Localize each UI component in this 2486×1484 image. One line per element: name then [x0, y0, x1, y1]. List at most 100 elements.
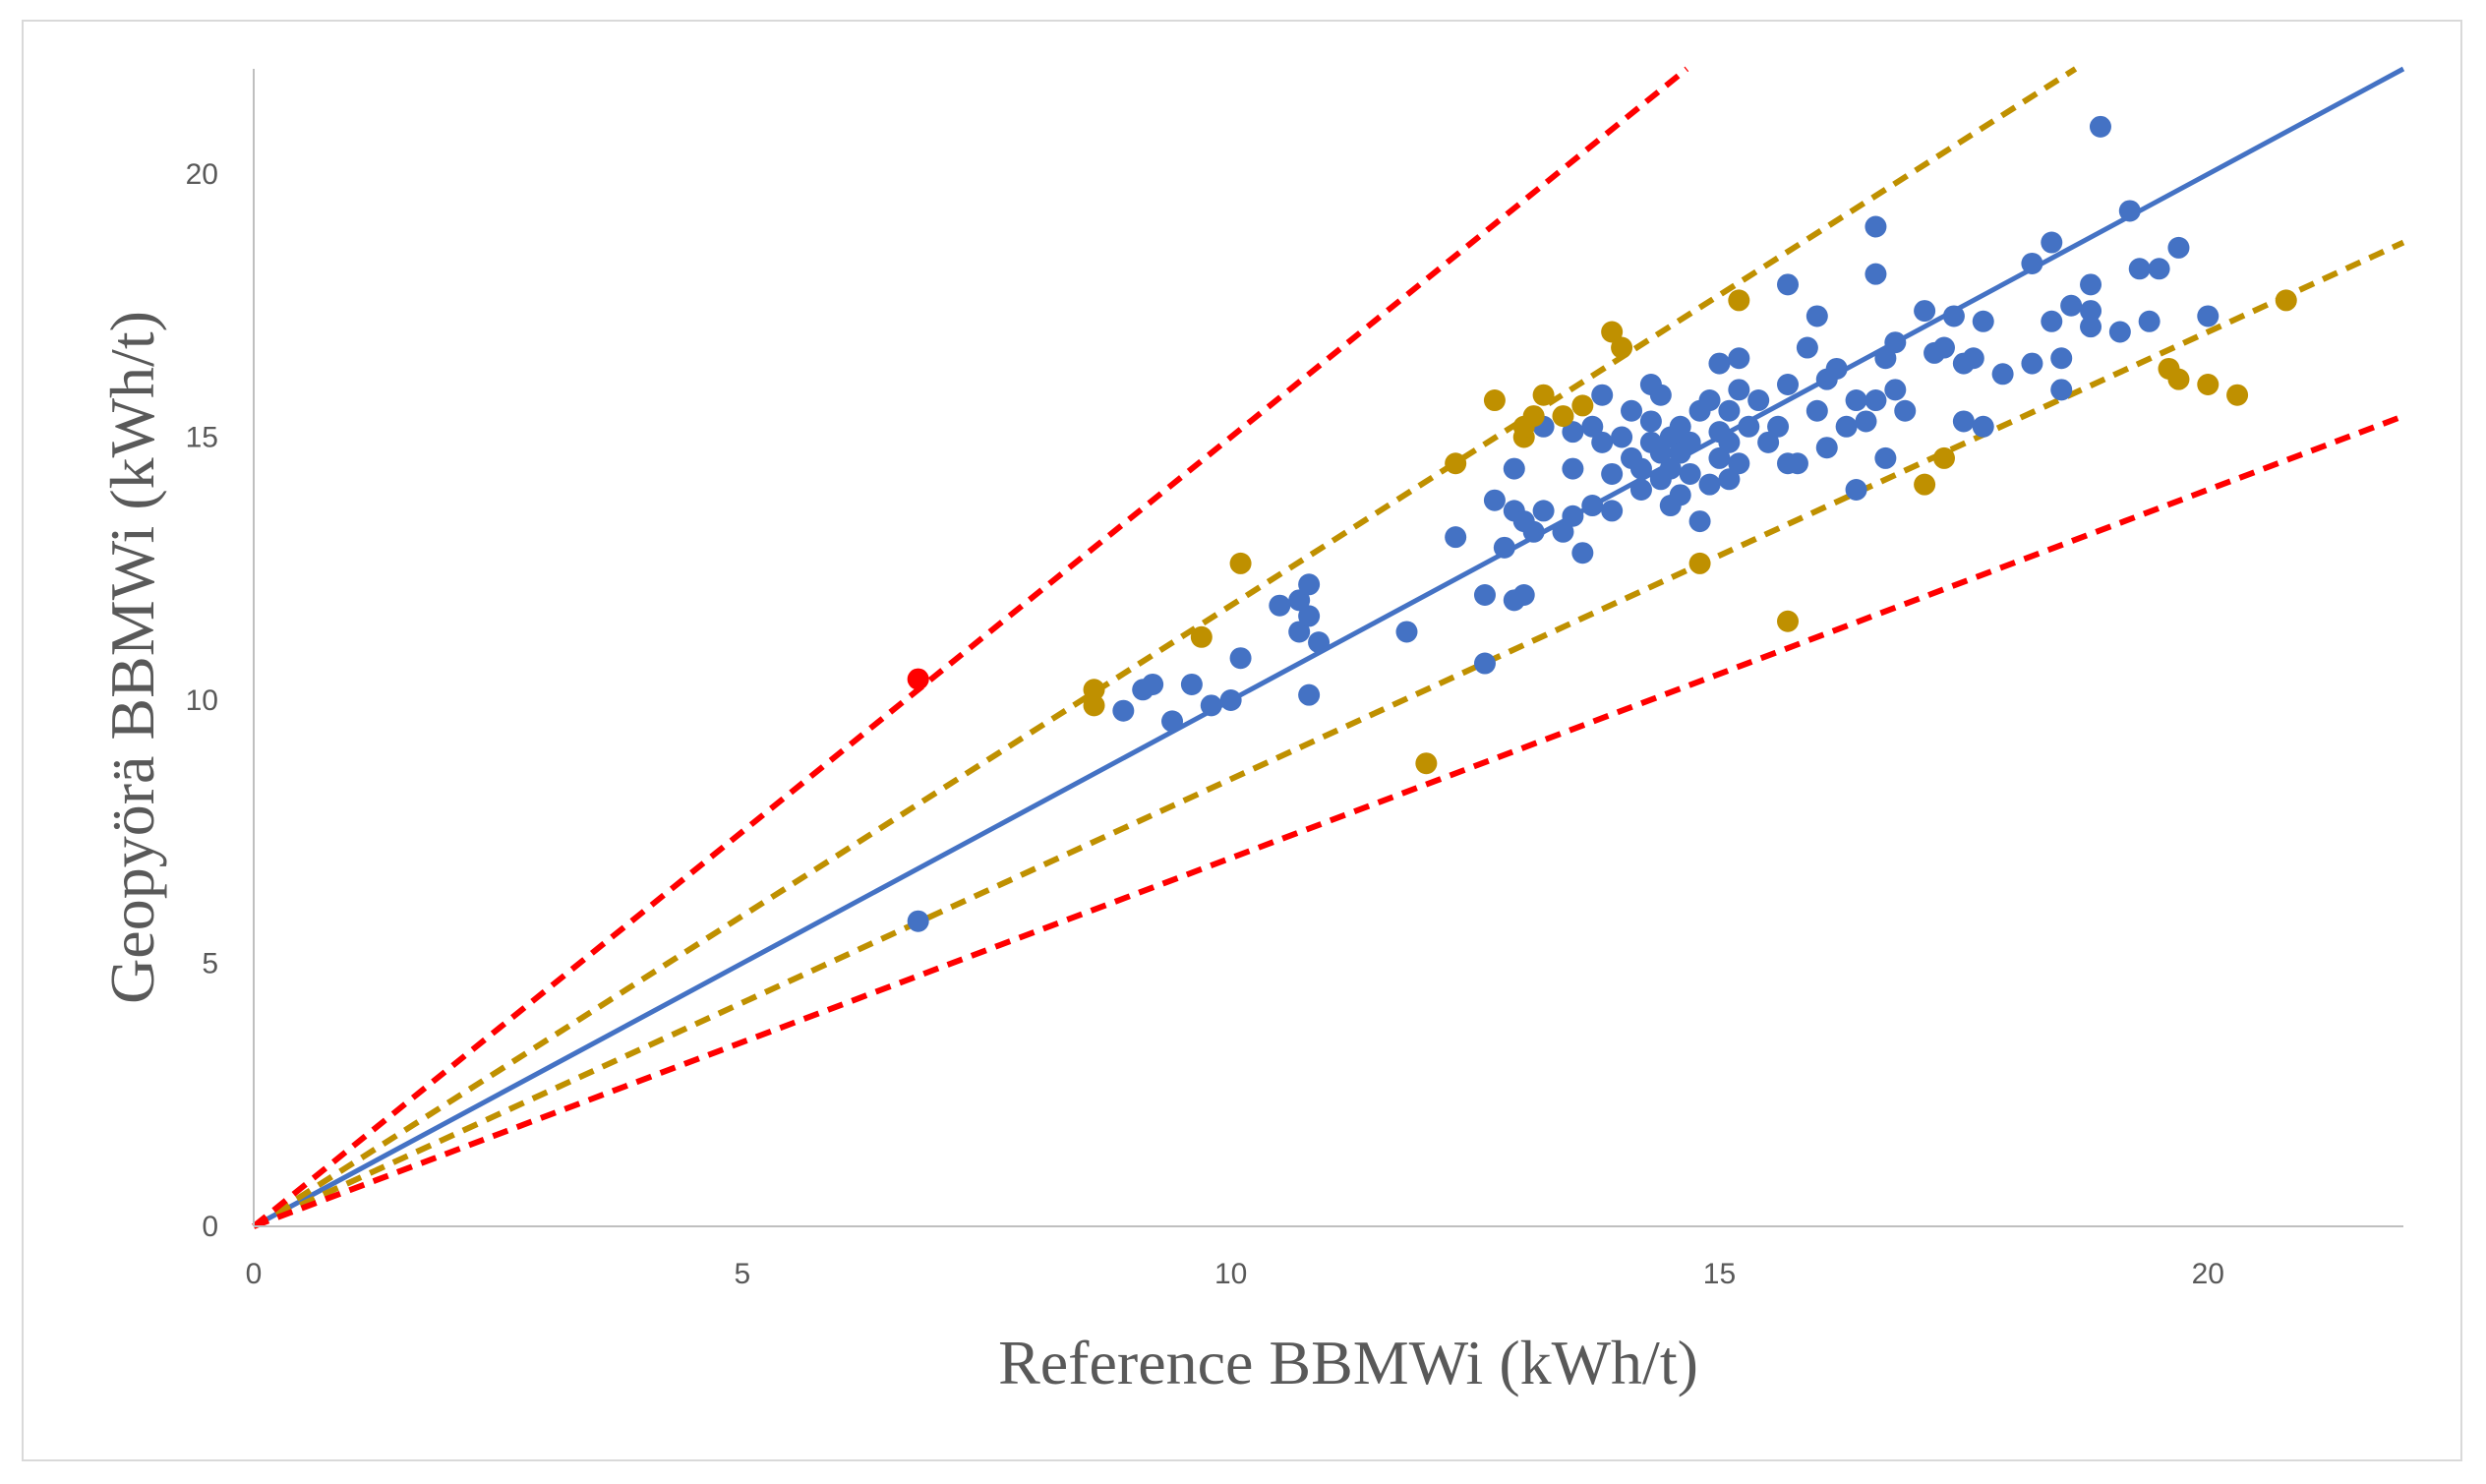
- data-point: [2041, 231, 2063, 254]
- data-point: [1718, 468, 1741, 491]
- data-point: [1581, 495, 1604, 517]
- data-point: [1288, 589, 1311, 612]
- x-tick-label: 15: [1703, 1258, 1736, 1290]
- data-point: [1571, 542, 1594, 564]
- data-point: [1894, 399, 1917, 422]
- data-points: [907, 115, 2297, 932]
- data-point: [1708, 352, 1731, 375]
- scatter-chart: 0 5 10 15 20 0 5 10 15 20 Reference BBMWi (kWh/t)…: [97, 66, 2405, 1397]
- data-point: [2080, 316, 2102, 338]
- data-point: [2197, 374, 2220, 395]
- data-point: [1269, 594, 1291, 617]
- data-point: [1786, 452, 1808, 475]
- data-point: [1728, 289, 1750, 312]
- data-point: [1532, 384, 1555, 406]
- y-tick-label: 15: [186, 422, 218, 454]
- data-point: [1552, 520, 1574, 543]
- data-point: [1835, 415, 1858, 438]
- data-point: [2108, 321, 2131, 343]
- data-point: [1639, 410, 1662, 433]
- data-point: [1884, 379, 1907, 401]
- data-point: [1932, 336, 1955, 359]
- data-point: [1669, 415, 1691, 438]
- tick-labels: 0 5 10 15 20 0 5 10 15 20: [186, 158, 2224, 1290]
- data-point: [1601, 321, 1624, 343]
- data-point: [2128, 258, 2151, 280]
- data-point: [1805, 399, 1828, 422]
- data-point: [2138, 310, 2160, 332]
- data-point: [1083, 694, 1105, 717]
- data-point: [1698, 389, 1721, 412]
- data-point: [1298, 605, 1321, 627]
- data-point: [1200, 694, 1222, 717]
- data-point: [1308, 631, 1331, 654]
- data-point: [1483, 489, 1506, 511]
- data-point: [1581, 415, 1604, 438]
- y-axis-title: Geopyörä BBMWi (kWh/t): [97, 311, 167, 1004]
- data-point: [1914, 300, 1936, 323]
- data-point: [1229, 647, 1252, 670]
- data-point: [1845, 389, 1867, 412]
- data-point: [1679, 431, 1701, 453]
- data-point: [1874, 446, 1897, 469]
- data-point: [907, 668, 929, 690]
- data-point: [1738, 415, 1760, 438]
- data-point: [1601, 462, 1624, 485]
- data-point: [1395, 621, 1418, 643]
- chart-frame: 0 5 10 15 20 0 5 10 15 20 Reference BBMWi (kWh/t)…: [22, 20, 2462, 1461]
- x-tick-label: 10: [1214, 1258, 1247, 1290]
- data-point: [1777, 610, 1800, 632]
- data-point: [2275, 289, 2297, 312]
- data-point: [1562, 457, 1584, 480]
- data-point: [1972, 310, 1994, 332]
- data-point: [1522, 405, 1545, 428]
- data-point: [1229, 552, 1252, 574]
- x-tick-label: 20: [2192, 1258, 2224, 1290]
- data-point: [1747, 389, 1770, 412]
- data-point: [1777, 273, 1800, 296]
- data-point: [1180, 673, 1203, 695]
- data-point: [1298, 573, 1321, 596]
- data-point: [1874, 347, 1897, 370]
- data-point: [1473, 584, 1496, 606]
- data-point: [1914, 473, 1936, 496]
- data-point: [1845, 479, 1867, 501]
- data-point: [1767, 415, 1790, 438]
- data-point: [1522, 520, 1545, 543]
- dashed-bound-line: [252, 239, 2405, 1229]
- data-point: [1445, 452, 1467, 475]
- x-tick-label: 5: [734, 1258, 750, 1290]
- solid-fit-line: [252, 66, 2405, 1229]
- data-point: [1611, 426, 1633, 448]
- data-point: [1718, 399, 1741, 422]
- data-point: [2118, 200, 2141, 222]
- data-point: [2089, 115, 2111, 138]
- data-point: [1728, 452, 1750, 475]
- data-point: [1884, 331, 1907, 354]
- data-point: [1629, 457, 1652, 480]
- reference-lines: [252, 66, 2405, 1229]
- data-point: [2021, 352, 2043, 375]
- data-point: [1952, 410, 1975, 433]
- data-point: [1649, 442, 1672, 464]
- data-point: [1288, 621, 1311, 643]
- data-point: [1757, 431, 1780, 453]
- data-point: [1708, 446, 1731, 469]
- dashed-bound-line: [252, 66, 2078, 1229]
- data-point: [907, 910, 929, 932]
- data-point: [1142, 673, 1164, 695]
- data-point: [1415, 752, 1438, 775]
- data-point: [1718, 431, 1741, 453]
- data-point: [1562, 505, 1584, 527]
- data-point: [1796, 336, 1818, 359]
- y-tick-label: 5: [202, 948, 218, 980]
- y-tick-label: 10: [186, 684, 218, 717]
- data-point: [1698, 473, 1721, 496]
- data-point: [1688, 510, 1711, 533]
- data-point: [1728, 379, 1750, 401]
- y-tick-label: 20: [186, 158, 218, 191]
- data-point: [2080, 273, 2102, 296]
- data-point: [2197, 305, 2220, 327]
- data-point: [1777, 374, 1800, 395]
- data-point: [1942, 305, 1965, 327]
